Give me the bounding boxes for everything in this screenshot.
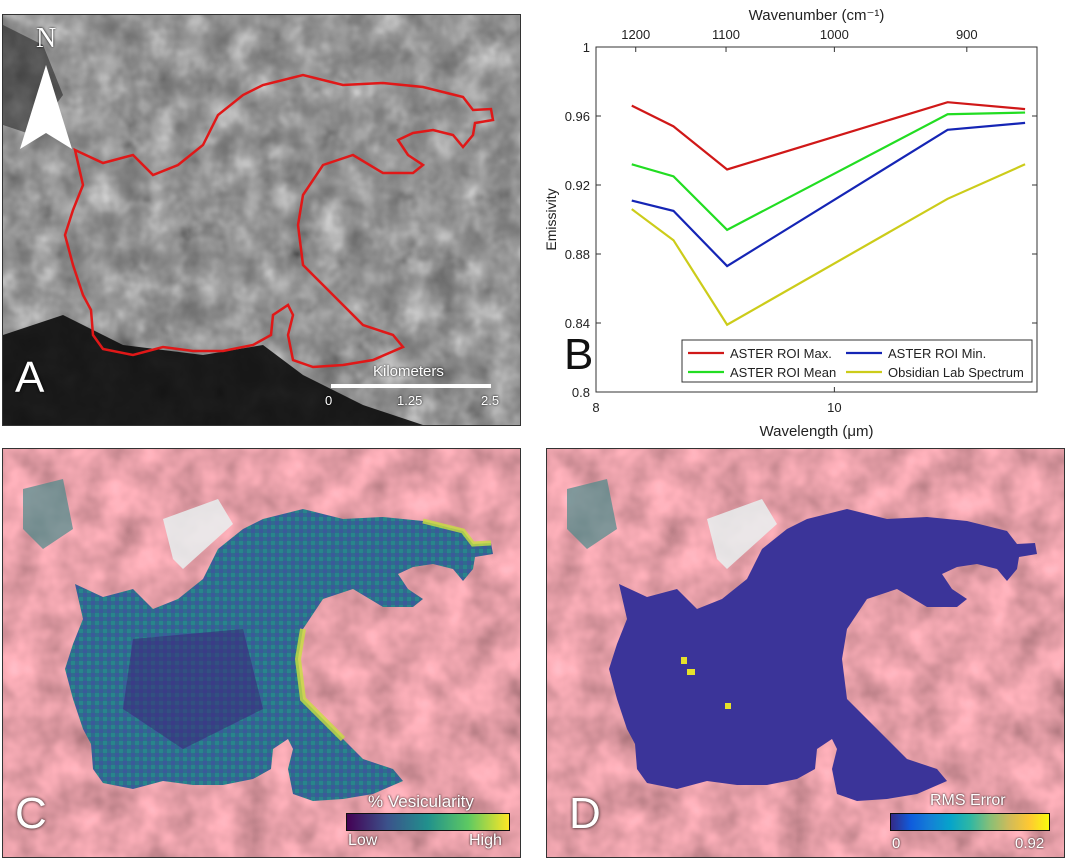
colorbar-max-d: 0.92	[1015, 835, 1045, 852]
north-arrow-icon	[20, 65, 72, 149]
x-tick-label: 8	[592, 400, 599, 415]
legend-label: Obsidian Lab Spectrum	[888, 365, 1024, 380]
scale-bar	[331, 384, 491, 388]
legend-label: ASTER ROI Mean	[730, 365, 836, 380]
panel-c-map: % Vesicularity Low High C	[2, 448, 521, 858]
y-tick-label: 0.96	[565, 109, 590, 124]
colorbar-min-d: 0	[892, 835, 901, 852]
north-label: N	[36, 23, 57, 54]
x-tick-label: 10	[827, 400, 841, 415]
top-axis-title: Wavenumber (cm⁻¹)	[749, 7, 885, 24]
emissivity-chart: 0.8 0.84 0.88 0.92 0.96 1 8 10 1200 1100 1000 900 W…	[543, 7, 1038, 440]
panel-letter-a: A	[15, 353, 45, 402]
colorbar-max-c: High	[469, 832, 502, 849]
vesicularity-colorbar	[346, 813, 510, 831]
panel-letter-b: B	[564, 330, 594, 379]
y-tick-label: 0.84	[565, 316, 590, 331]
series-line	[631, 121, 1026, 268]
panel-c-image	[3, 449, 520, 857]
top-tick-label: 1000	[820, 27, 849, 42]
y-tick-label: 1	[583, 40, 590, 55]
top-tick-label: 1100	[712, 27, 740, 42]
rms-colorbar	[890, 813, 1050, 831]
y-axis-title: Emissivity	[543, 188, 559, 250]
rms-error-map	[609, 509, 1037, 801]
y-tick-label: 0.88	[565, 247, 590, 262]
scale-tick-2: 2.5	[481, 393, 500, 408]
panel-letter-c: C	[15, 789, 47, 838]
scale-tick-0: 0	[325, 393, 333, 408]
y-tick-label: 0.92	[565, 178, 590, 193]
legend-label: ASTER ROI Max.	[730, 346, 832, 361]
series-line	[631, 101, 1026, 171]
panel-d-image	[547, 449, 1064, 857]
panel-a-map: N Kilometers 0 1.25 2.5 A	[2, 14, 521, 426]
series-line	[631, 163, 1026, 327]
colorbar-title-d: RMS Error	[930, 792, 1006, 809]
colorbar-min-c: Low	[348, 832, 378, 849]
legend-box	[681, 339, 1033, 383]
scale-title: Kilometers	[373, 363, 444, 380]
panel-d-map: RMS Error 0 0.92 D	[546, 448, 1065, 858]
series-line	[631, 111, 1026, 232]
roi-outline	[63, 73, 495, 369]
y-tick-label: 0.8	[572, 385, 590, 400]
panel-b-chart: 0.8 0.84 0.88 0.92 0.96 1 8 10 1200 1100 1000 900 W…	[522, 0, 1065, 446]
panel-a-image	[3, 15, 520, 425]
top-tick-label: 1200	[621, 27, 650, 42]
x-axis-title: Wavelength (μm)	[760, 423, 874, 440]
top-tick-label: 900	[956, 27, 978, 42]
panel-letter-d: D	[569, 789, 601, 838]
scale-tick-1: 1.25	[397, 393, 423, 408]
legend-label: ASTER ROI Min.	[888, 346, 986, 361]
colorbar-title-c: % Vesicularity	[368, 792, 474, 811]
